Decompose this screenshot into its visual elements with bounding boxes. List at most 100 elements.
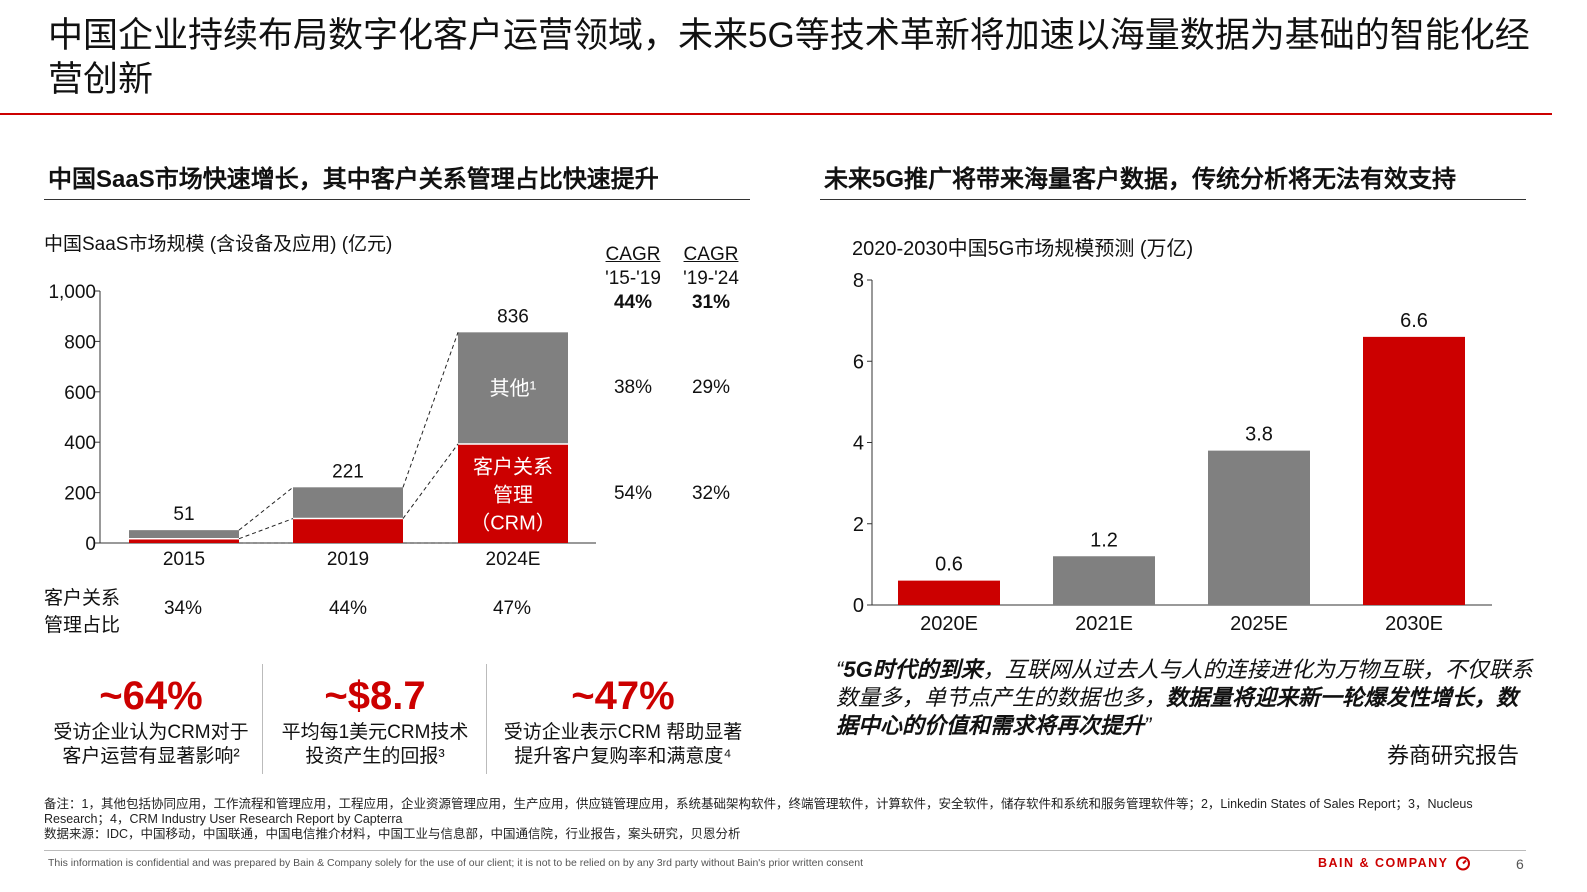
stat-desc-line1: 受访企业认为CRM对于 [53, 722, 249, 743]
brand-logo: BAIN & COMPANY [1318, 855, 1471, 871]
quote-source: 券商研究报告 [1386, 743, 1519, 768]
y-tick-label: 1,000 [48, 282, 96, 303]
stat-separator [262, 664, 263, 774]
cagr-crm-1: 54% [613, 483, 653, 504]
stat-value: ~47% [571, 674, 675, 718]
footer-divider [44, 850, 1526, 851]
x-tick-label: 2024E [486, 549, 541, 570]
saas-market-chart: 0 200 400 600 800 1,000 51 2015 221 2019 836 2024E 其… [48, 282, 596, 570]
bar-crm-2024E [458, 443, 568, 543]
stat-desc-line2: 投资产生的回报³ [305, 746, 445, 767]
right-section-divider [820, 199, 1526, 200]
cagr-crm-2: 32% [691, 483, 731, 504]
crm-share-2015: 34% [163, 598, 203, 619]
connector-top [402, 332, 459, 488]
quote-open-mark: “ [836, 657, 844, 682]
segment-label-crm-line3: （CRM） [470, 511, 556, 534]
bar-value-label: 6.6 [1400, 310, 1428, 332]
bar-total-label: 221 [332, 461, 364, 482]
quote-bold-2: 数据量将迎来新一轮爆发性增长，数据中心的价值和需求将再次提升 [836, 685, 1519, 738]
bar-other-2015 [129, 530, 239, 539]
page-number: 6 [1516, 856, 1524, 872]
segment-label-other: 其他¹ [490, 377, 537, 400]
stat-desc-line1: 平均每1美元CRM技术 [281, 722, 469, 743]
title-divider [0, 113, 1552, 115]
cagr-total-1: 44% [613, 292, 653, 313]
stat-value: ~64% [99, 674, 203, 718]
industry-quote: “5G时代的到来，互联网从过去人与人的连接进化为万物互联，不仅联系数量多，单节点… [836, 656, 1536, 740]
cagr-total-2: 31% [691, 292, 731, 313]
crm-share-2019: 44% [328, 598, 368, 619]
bar-value-label: 1.2 [1090, 529, 1118, 551]
stat-desc-line2: 提升客户复购率和满意度⁴ [514, 746, 732, 767]
y-tick-label: 400 [64, 433, 96, 454]
bar-2021E [1053, 556, 1155, 605]
segment-label-crm-line1: 客户关系 [473, 455, 553, 478]
bar-value-label: 0.6 [935, 554, 963, 576]
cagr-header-1-label: CAGR [605, 244, 661, 265]
segment-label-crm-line2: 管理 [493, 483, 533, 506]
y-tick-label: 8 [853, 270, 864, 292]
cagr-other-1: 38% [613, 377, 653, 398]
bar-2020E [898, 580, 1000, 605]
page-title: 中国企业持续布局数字化客户运营领域，未来5G等技术革新将加速以海量数据为基础的智… [48, 16, 1530, 99]
x-tick-label: 2030E [1385, 613, 1443, 635]
crm-share-label-line1: 客户关系 [44, 588, 121, 609]
5g-market-chart: 0 2 4 6 8 0.6 2020E 1.2 2021E 3.8 2025E 6.6 2030E [853, 270, 1492, 635]
stat-desc-line1: 受访企业表示CRM 帮助显著 [503, 722, 743, 743]
stat-desc-line2: 客户运营有显著影响² [62, 746, 240, 767]
crm-share-label-line2: 管理占比 [44, 615, 121, 636]
bar-total-label: 836 [497, 306, 529, 327]
stat-crm-repurchase: ~47% 受访企业表示CRM 帮助显著 提升客户复购率和满意度⁴ [494, 674, 752, 769]
cagr-header-2: CAGR '19-'24 31% [675, 243, 747, 315]
x-tick-label: 2019 [327, 549, 369, 570]
confidential-notice: This information is confidential and was… [48, 857, 864, 869]
y-tick-label: 200 [64, 484, 96, 505]
bar-other-2019 [293, 487, 403, 519]
cagr-header-2-period: '19-'24 [683, 268, 739, 289]
x-tick-label: 2021E [1075, 613, 1133, 635]
5g-chart-title: 2020-2030中国5G市场规模预测 (万亿) [852, 238, 1194, 260]
saas-chart-title: 中国SaaS市场规模 (含设备及应用) (亿元) [44, 234, 393, 255]
y-tick-label: 6 [853, 351, 864, 373]
crm-share-2024e: 47% [492, 598, 532, 619]
stat-crm-impact: ~64% 受访企业认为CRM对于 客户运营有显著影响² [44, 674, 258, 769]
bain-logo-icon [1455, 856, 1470, 871]
cagr-header-2-label: CAGR [683, 244, 739, 265]
quote-text-1: ，互联网从过去人与人的连接进化为万物互联，不仅联系数量多，单节点产生的数据也多， [836, 657, 1533, 710]
left-section-divider [44, 199, 750, 200]
bar-2030E [1363, 336, 1465, 605]
cagr-other-2: 29% [691, 377, 731, 398]
bar-crm-2019 [293, 518, 403, 543]
footnotes: 备注：1，其他包括协同应用，工作流程和管理应用，工程应用，企业资源管理应用，生产… [44, 797, 1534, 842]
x-tick-label: 2020E [920, 613, 978, 635]
y-tick-label: 0 [85, 534, 96, 555]
cagr-header-1: CAGR '15-'19 44% [597, 243, 669, 315]
stat-separator [486, 664, 487, 774]
connector-crm [402, 443, 459, 519]
bar-total-label: 51 [173, 504, 194, 525]
right-section-heading: 未来5G推广将带来海量客户数据，传统分析将无法有效支持 [824, 166, 1457, 193]
quote-close-mark: ” [1144, 713, 1152, 738]
y-tick-label: 2 [853, 514, 864, 536]
quote-bold-1: 5G时代的到来 [843, 657, 983, 682]
bar-2025E [1208, 450, 1310, 605]
cagr-header-1-period: '15-'19 [605, 268, 661, 289]
y-tick-label: 800 [64, 332, 96, 353]
bar-value-label: 3.8 [1245, 424, 1273, 446]
left-section-heading: 中国SaaS市场快速增长，其中客户关系管理占比快速提升 [48, 166, 659, 193]
brand-name: BAIN & COMPANY [1318, 856, 1449, 870]
connector-crm [238, 518, 294, 540]
x-tick-label: 2025E [1230, 613, 1288, 635]
y-tick-label: 0 [853, 595, 864, 617]
bar-crm-2015 [129, 538, 239, 543]
x-tick-label: 2015 [163, 549, 205, 570]
footnote-sources: 数据来源：IDC，中国移动，中国联通，中国电信推介材料，中国工业与信息部，中国通… [44, 827, 741, 841]
stat-value: ~$8.7 [324, 674, 426, 718]
y-tick-label: 4 [853, 433, 864, 455]
connector-top [238, 486, 294, 531]
footnote-remarks: 备注：1，其他包括协同应用，工作流程和管理应用，工程应用，企业资源管理应用，生产… [44, 797, 1473, 826]
crm-share-label: 客户关系 管理占比 [44, 585, 120, 639]
stat-crm-roi: ~$8.7 平均每1美元CRM技术 投资产生的回报³ [268, 674, 482, 769]
y-tick-label: 600 [64, 383, 96, 404]
